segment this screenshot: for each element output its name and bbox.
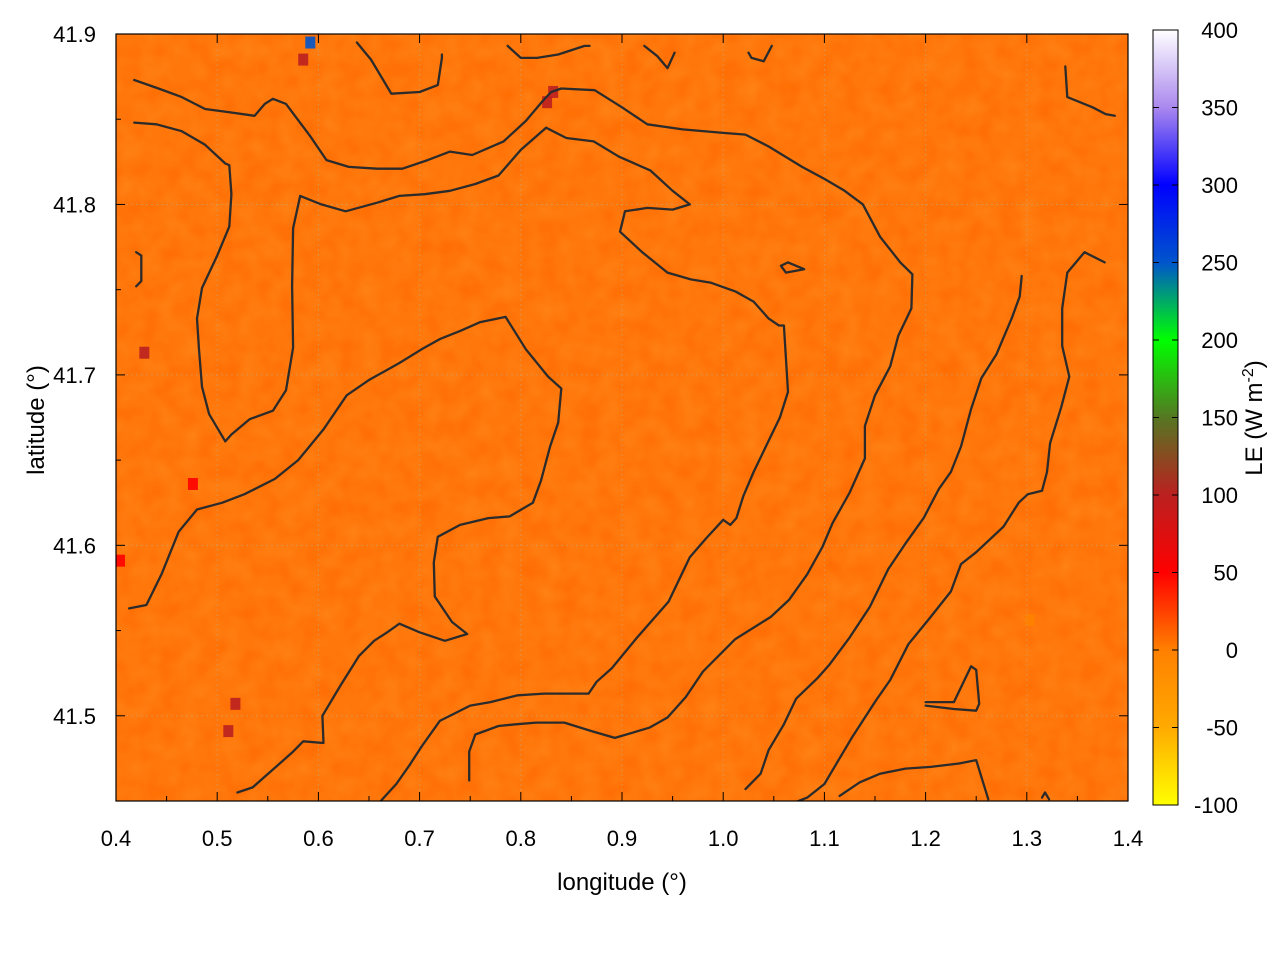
- x-axis-title: longitude (°): [557, 869, 687, 896]
- plot-area: [115, 33, 1129, 802]
- colorbar-tick-label: -100: [1194, 793, 1238, 818]
- x-tick-label: 0.5: [202, 826, 233, 851]
- contour-line-9: [795, 251, 1106, 801]
- hotspot-9: [1024, 614, 1035, 627]
- colorbar-title: LE (W m-2): [1240, 360, 1268, 476]
- colorbar-title-end: ): [1241, 360, 1268, 368]
- contour-line-12: [924, 665, 981, 712]
- y-axis-title: latitude (°): [23, 365, 50, 475]
- contour-line-3: [135, 251, 143, 288]
- colorbar-tick-label: 300: [1201, 173, 1238, 198]
- contour-line-8: [1064, 65, 1116, 117]
- colorbar-title-main: LE (W m: [1241, 382, 1268, 475]
- hotspot-6: [116, 554, 126, 567]
- contour-line-4: [355, 41, 444, 95]
- contour-line-7: [747, 44, 773, 63]
- heatmap-texture: [116, 34, 1128, 801]
- colorbar-tick-label: 350: [1201, 96, 1238, 121]
- hotspot-5: [187, 477, 198, 490]
- x-tick-label: 1.1: [809, 826, 840, 851]
- colorbar: -100 -50 0 50 100 150 200 250 300 350 400 LE (W m-…: [1152, 18, 1268, 818]
- colorbar-tick-label: -50: [1206, 716, 1238, 741]
- y-axis: 41.5 41.6 41.7 41.8 41.9: [53, 22, 1128, 802]
- hotspot-8: [230, 697, 241, 710]
- y-tick-label: 41.9: [53, 22, 96, 47]
- contour-line-5: [506, 44, 591, 60]
- colorbar-tick-label: 100: [1201, 483, 1238, 508]
- contour-line-10: [744, 274, 1023, 791]
- x-tick-label: 1.4: [1113, 826, 1144, 851]
- x-tick-label: 0.7: [404, 826, 435, 851]
- hotspot-3: [542, 96, 553, 109]
- colorbar-tick-label: 50: [1214, 561, 1238, 586]
- x-tick-label: 0.8: [506, 826, 537, 851]
- x-tick-label: 1.3: [1012, 826, 1043, 851]
- x-tick-label: 0.9: [607, 826, 638, 851]
- contour-lines: [128, 41, 1116, 801]
- hotspot-1: [298, 53, 309, 66]
- y-tick-label: 41.8: [53, 192, 96, 217]
- contour-line-2: [128, 315, 563, 794]
- contour-line-13: [779, 261, 806, 274]
- colorbar-title-sup: -2: [1240, 368, 1257, 382]
- x-axis: 0.4 0.5 0.6 0.7 0.8 0.9 1.0 1.1 1.2 1.3 1.4: [101, 34, 1144, 851]
- y-tick-label: 41.6: [53, 533, 96, 558]
- y-tick-label: 41.7: [53, 363, 96, 388]
- x-tick-label: 1.0: [708, 826, 739, 851]
- x-tick-label: 0.4: [101, 826, 132, 851]
- colorbar-tick-label: 0: [1226, 638, 1238, 663]
- y-tick-label: 41.5: [53, 704, 96, 729]
- contour-line-6: [643, 44, 676, 70]
- contour-line-14: [1040, 791, 1051, 801]
- contour-line-1: [133, 121, 790, 801]
- hotspot-7: [223, 725, 234, 738]
- colorbar-tick-label: 400: [1201, 18, 1238, 43]
- hotspot-4: [139, 346, 150, 359]
- hotspot-0: [305, 36, 316, 49]
- grid: [116, 34, 1128, 801]
- colorbar-tick-label: 200: [1201, 328, 1238, 353]
- colorbar-ticks: -100 -50 0 50 100 150 200 250 300 350 400: [1153, 18, 1238, 818]
- contour-line-0: [133, 78, 914, 782]
- x-tick-label: 1.2: [910, 826, 941, 851]
- colorbar-tick-label: 250: [1201, 251, 1238, 276]
- contour-line-11: [838, 758, 990, 801]
- colorbar-tick-label: 150: [1201, 406, 1238, 431]
- x-tick-label: 0.6: [303, 826, 334, 851]
